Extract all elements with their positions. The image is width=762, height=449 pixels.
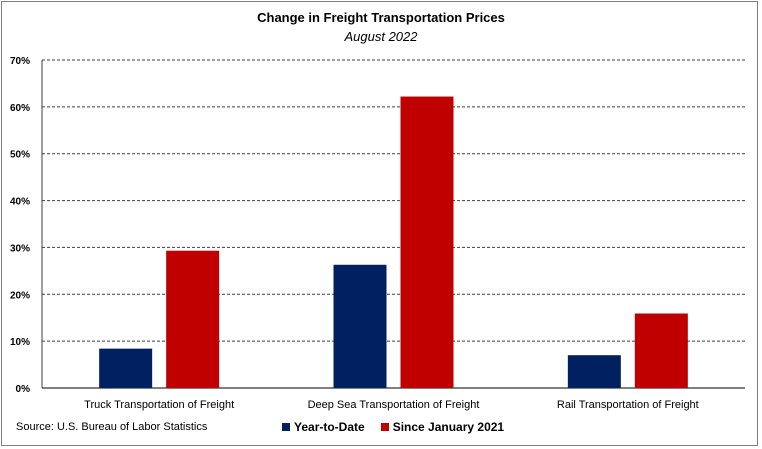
- bar: [166, 250, 220, 388]
- legend-label-since-2021: Since January 2021: [392, 420, 505, 434]
- bar: [333, 264, 387, 388]
- y-tick-label: 40%: [10, 197, 30, 208]
- chart-subtitle: August 2022: [344, 29, 418, 44]
- x-tick-label: Rail Transportation of Freight: [557, 399, 699, 411]
- bar: [567, 355, 621, 388]
- legend-item-ytd: Year-to-Date: [282, 420, 365, 434]
- legend-swatch-ytd: [282, 423, 290, 431]
- chart-title: Change in Freight Transportation Prices: [257, 10, 505, 25]
- legend-item-since-2021: Since January 2021: [380, 420, 505, 434]
- y-tick-label: 0%: [16, 384, 31, 395]
- source-note: Source: U.S. Bureau of Labor Statistics: [16, 421, 208, 433]
- bar: [400, 96, 454, 388]
- legend-swatch-since-2021: [380, 423, 389, 431]
- bar: [99, 348, 153, 388]
- y-tick-label: 60%: [10, 103, 30, 114]
- x-tick-label: Truck Transportation of Freight: [84, 399, 234, 411]
- bar: [634, 313, 688, 388]
- y-tick-label: 20%: [10, 290, 30, 301]
- legend-label-ytd: Year-to-Date: [294, 420, 365, 434]
- y-tick-label: 70%: [10, 56, 30, 67]
- legend: Year-to-Date Since January 2021: [282, 420, 520, 434]
- x-tick-label: Deep Sea Transportation of Freight: [308, 399, 480, 411]
- y-tick-label: 10%: [10, 337, 30, 348]
- y-tick-label: 50%: [10, 150, 30, 161]
- y-tick-label: 30%: [10, 243, 30, 254]
